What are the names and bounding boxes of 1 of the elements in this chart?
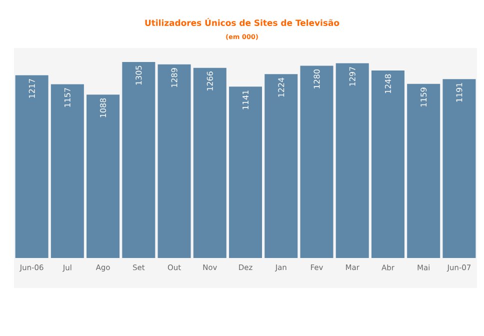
chart-title: Utilizadores Únicos de Sites de Televisão [145,18,340,26]
